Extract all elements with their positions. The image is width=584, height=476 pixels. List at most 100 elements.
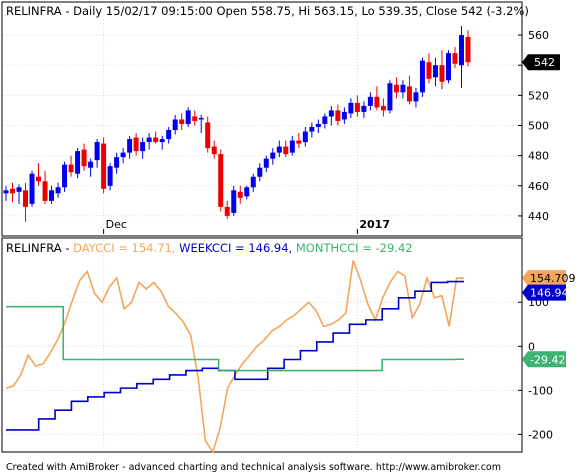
candle-body: [23, 190, 29, 207]
price-tick-label: 560: [528, 29, 549, 42]
candle-body: [445, 53, 451, 81]
price-pane: [1, 1, 523, 237]
candle-body: [237, 191, 243, 198]
cci-grid: [3, 240, 521, 452]
candle-body: [309, 127, 315, 132]
candle-body: [289, 140, 295, 153]
cci-legend: RELINFRA - DAYCCI = 154.71, WEEKCCI = 14…: [6, 241, 413, 255]
candle-body: [276, 146, 282, 153]
candle-body: [224, 206, 230, 216]
candle-body: [296, 140, 302, 144]
candle-body: [127, 139, 133, 153]
candle-body: [380, 105, 386, 111]
candle-body: [315, 123, 321, 127]
cci-tick-label: 0: [528, 340, 535, 353]
candle-body: [367, 96, 373, 106]
cci-legend-item: DAYCCI = 154.71,: [73, 241, 175, 255]
candle-body: [94, 142, 100, 161]
price-x-axis: Dec2017Feb: [103, 218, 390, 234]
cci-tick-label: -200: [528, 428, 553, 441]
candle-body: [81, 149, 87, 167]
candle-body: [231, 190, 237, 213]
price-tick-label: 440: [528, 210, 549, 223]
candle-body: [10, 188, 16, 194]
candle-body: [393, 84, 399, 93]
candle-body: [432, 65, 438, 78]
candle-body: [42, 181, 48, 201]
candle-body: [257, 167, 263, 177]
price-x-tick-label: 2017: [359, 218, 390, 231]
cci-series-weekcci: [6, 280, 464, 431]
candle-body: [406, 86, 412, 102]
candle-body: [114, 157, 120, 168]
candle-body: [68, 164, 74, 173]
price-grid: [3, 20, 521, 234]
candle-body: [49, 190, 55, 201]
candle-body: [75, 151, 81, 174]
candle-body: [185, 110, 191, 124]
chart-title: RELINFRA - Daily 15/02/17 09:15:00 Open …: [6, 4, 529, 18]
candle-body: [153, 137, 159, 143]
candle-body: [29, 173, 35, 204]
candle-body: [439, 65, 445, 82]
price-y-axis: 440460480500520540560542: [518, 29, 560, 223]
candle-body: [36, 176, 42, 182]
candle-body: [101, 143, 107, 189]
candle-body: [270, 152, 276, 159]
candle-body: [211, 146, 217, 155]
candle-body: [3, 190, 9, 194]
candle-body: [465, 36, 471, 63]
candle-body: [361, 105, 367, 112]
cci-value-label: -29.4201: [530, 353, 579, 366]
candle-body: [335, 110, 341, 121]
last-price-tag: [522, 54, 560, 71]
candle-body: [16, 187, 22, 192]
candle-body: [166, 130, 172, 140]
candle-body: [322, 116, 328, 124]
candle-body: [218, 154, 224, 207]
candle-body: [354, 102, 360, 112]
cci-tick-label: -100: [528, 384, 553, 397]
candle-body: [452, 53, 458, 64]
candle-body: [250, 176, 256, 188]
cci-value-tag: [522, 351, 566, 368]
candle-body: [120, 152, 126, 158]
candle-body: [328, 110, 334, 117]
candle-body: [387, 83, 393, 111]
candle-body: [426, 62, 432, 79]
cci-lines: [5, 260, 465, 454]
candle-body: [198, 117, 204, 120]
price-x-tick-label: Dec: [106, 218, 127, 231]
price-tick-label: 480: [528, 150, 549, 163]
candle-body: [159, 139, 165, 143]
price-candles: [3, 26, 471, 222]
candle-body: [458, 35, 464, 66]
candle-body: [62, 164, 68, 188]
cci-series-monthcci: [6, 305, 464, 372]
cci-legend-text: RELINFRA - DAYCCI = 154.71, WEEKCCI = 14…: [6, 241, 413, 255]
candle-body: [244, 187, 250, 197]
price-tick-label: 460: [528, 180, 549, 193]
candle-body: [374, 96, 380, 108]
candle-body: [263, 158, 269, 168]
price-tick-label: 520: [528, 89, 549, 102]
candle-body: [341, 111, 347, 120]
candle-body: [419, 60, 425, 93]
candle-body: [192, 116, 198, 121]
candle-body: [413, 92, 419, 102]
cci-value-tag: [522, 270, 566, 287]
last-price-label: 542: [534, 56, 555, 69]
cci-value-label: 146.944: [530, 287, 576, 300]
candle-body: [172, 119, 178, 131]
candle-body: [179, 119, 185, 124]
footer-credit: Created with AmiBroker - advanced charti…: [6, 462, 501, 473]
candle-body: [88, 161, 94, 168]
candle-body: [283, 146, 289, 155]
candle-body: [400, 84, 406, 93]
cci-legend-item: WEEKCCI = 146.94,: [179, 241, 292, 255]
price-tick-label: 500: [528, 119, 549, 132]
cci-legend-item: MONTHCCI = -29.42: [296, 241, 413, 255]
cci-pane: [1, 237, 523, 453]
